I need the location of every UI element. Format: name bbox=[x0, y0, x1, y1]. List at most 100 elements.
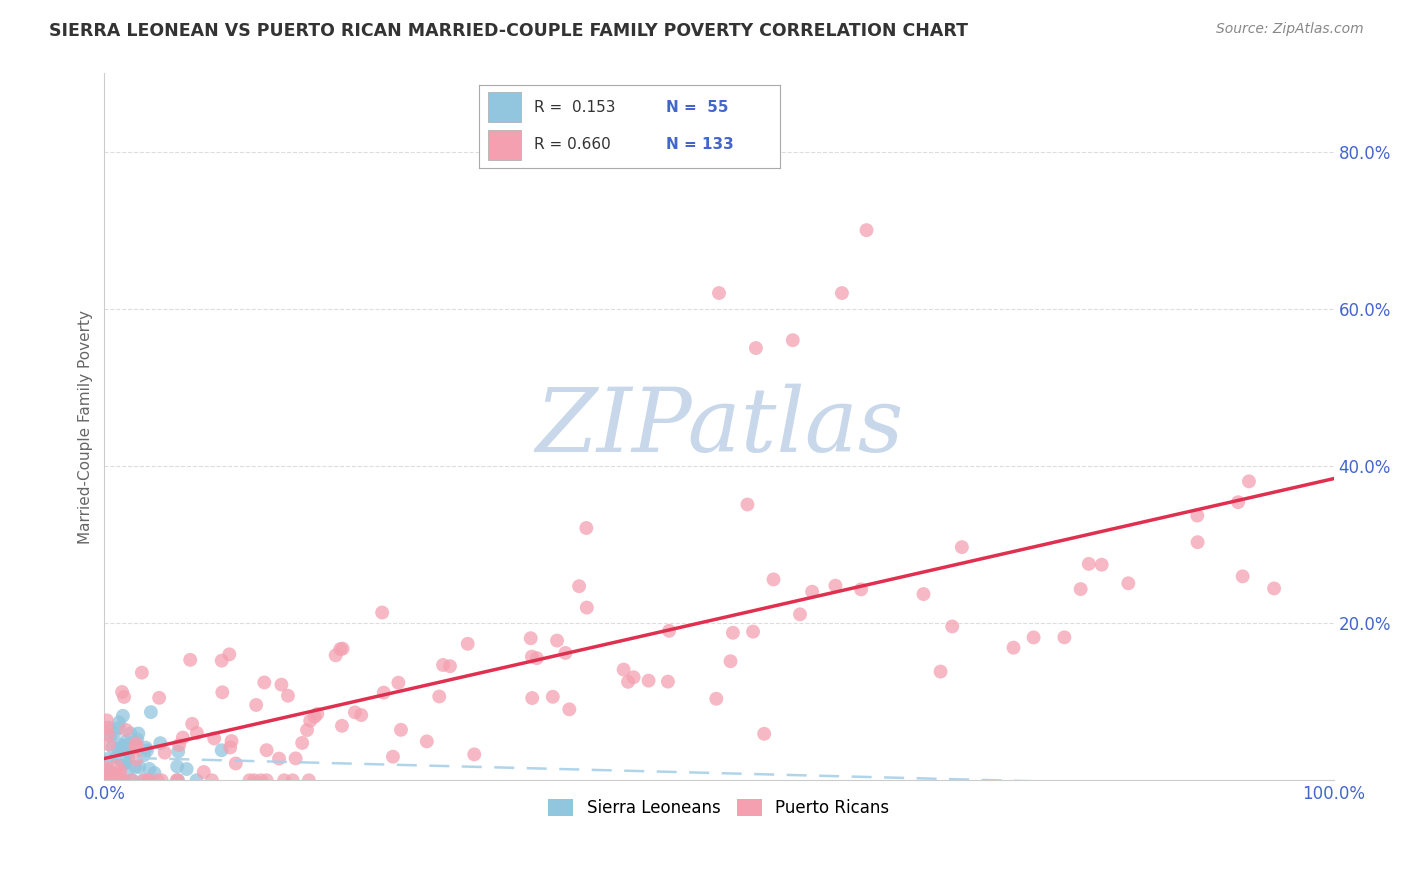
Point bbox=[193, 765, 215, 780]
Point bbox=[218, 648, 240, 662]
Point bbox=[1091, 558, 1114, 572]
Point bbox=[166, 773, 188, 788]
Point bbox=[111, 773, 134, 788]
Point bbox=[97, 764, 120, 778]
Text: ZIPatlas: ZIPatlas bbox=[534, 384, 903, 470]
Point bbox=[132, 773, 155, 788]
Point bbox=[127, 726, 149, 740]
Point bbox=[150, 773, 173, 788]
Point bbox=[1022, 631, 1045, 645]
Point bbox=[128, 760, 150, 774]
Point bbox=[330, 719, 353, 733]
Point bbox=[575, 600, 598, 615]
Point bbox=[304, 710, 326, 724]
Point bbox=[522, 691, 544, 706]
Point bbox=[138, 762, 160, 776]
Point bbox=[111, 750, 134, 764]
Point bbox=[132, 773, 155, 788]
Point bbox=[245, 698, 267, 712]
Point bbox=[291, 736, 314, 750]
Point bbox=[298, 773, 321, 788]
Point bbox=[325, 648, 347, 663]
Point bbox=[96, 763, 118, 777]
Point bbox=[186, 726, 208, 740]
Point bbox=[541, 690, 564, 704]
Point bbox=[558, 702, 581, 716]
Point bbox=[138, 773, 160, 788]
Point bbox=[754, 727, 776, 741]
Point bbox=[238, 773, 260, 788]
Point bbox=[166, 773, 188, 788]
Point bbox=[912, 587, 935, 601]
Point bbox=[623, 670, 645, 684]
Point bbox=[96, 721, 118, 735]
Point bbox=[658, 624, 681, 638]
Point bbox=[704, 691, 727, 706]
Point bbox=[100, 773, 122, 788]
Point bbox=[329, 642, 352, 657]
Point bbox=[387, 675, 409, 690]
Point bbox=[546, 633, 568, 648]
Point bbox=[273, 773, 295, 788]
Point bbox=[181, 716, 204, 731]
Point bbox=[127, 732, 149, 747]
Point bbox=[225, 756, 247, 771]
Point bbox=[1187, 535, 1209, 549]
Point bbox=[381, 749, 404, 764]
Point bbox=[416, 734, 439, 748]
Point bbox=[111, 773, 134, 788]
Point bbox=[737, 498, 759, 512]
Point bbox=[107, 772, 129, 787]
Point bbox=[1002, 640, 1025, 655]
Point bbox=[107, 721, 129, 735]
Point bbox=[135, 740, 157, 755]
Point bbox=[115, 764, 138, 779]
Point bbox=[111, 773, 134, 788]
Point bbox=[104, 773, 127, 788]
Point bbox=[657, 674, 679, 689]
Point bbox=[270, 678, 292, 692]
Point bbox=[256, 773, 278, 788]
Point bbox=[103, 727, 125, 741]
Point bbox=[125, 739, 148, 754]
Point bbox=[172, 731, 194, 745]
Point bbox=[114, 739, 136, 753]
Point bbox=[554, 646, 576, 660]
Point bbox=[299, 714, 322, 728]
Point bbox=[617, 674, 640, 689]
Point bbox=[721, 625, 744, 640]
Point bbox=[1187, 508, 1209, 523]
Point bbox=[110, 764, 132, 778]
Point bbox=[104, 750, 127, 764]
Point bbox=[1077, 557, 1099, 571]
Point bbox=[457, 637, 479, 651]
Point bbox=[125, 752, 148, 766]
Point bbox=[179, 653, 201, 667]
Point bbox=[110, 753, 132, 767]
Point bbox=[125, 736, 148, 750]
Point bbox=[96, 773, 118, 788]
Text: Source: ZipAtlas.com: Source: ZipAtlas.com bbox=[1216, 22, 1364, 37]
Point bbox=[121, 773, 143, 788]
Point bbox=[211, 685, 233, 699]
Point bbox=[789, 607, 811, 622]
Point bbox=[281, 773, 304, 788]
Point bbox=[295, 723, 318, 737]
Point bbox=[149, 736, 172, 750]
Point bbox=[107, 741, 129, 756]
Point bbox=[801, 584, 824, 599]
Point bbox=[284, 751, 307, 765]
Point bbox=[112, 690, 135, 704]
Point bbox=[389, 723, 412, 737]
Point bbox=[350, 708, 373, 723]
Point bbox=[343, 706, 366, 720]
Point bbox=[115, 723, 138, 737]
Point bbox=[526, 651, 548, 665]
Point bbox=[941, 619, 963, 633]
Point bbox=[211, 654, 233, 668]
Point bbox=[118, 738, 141, 752]
Point bbox=[124, 760, 146, 774]
Point bbox=[250, 773, 273, 788]
Point bbox=[114, 756, 136, 770]
Point bbox=[97, 738, 120, 752]
